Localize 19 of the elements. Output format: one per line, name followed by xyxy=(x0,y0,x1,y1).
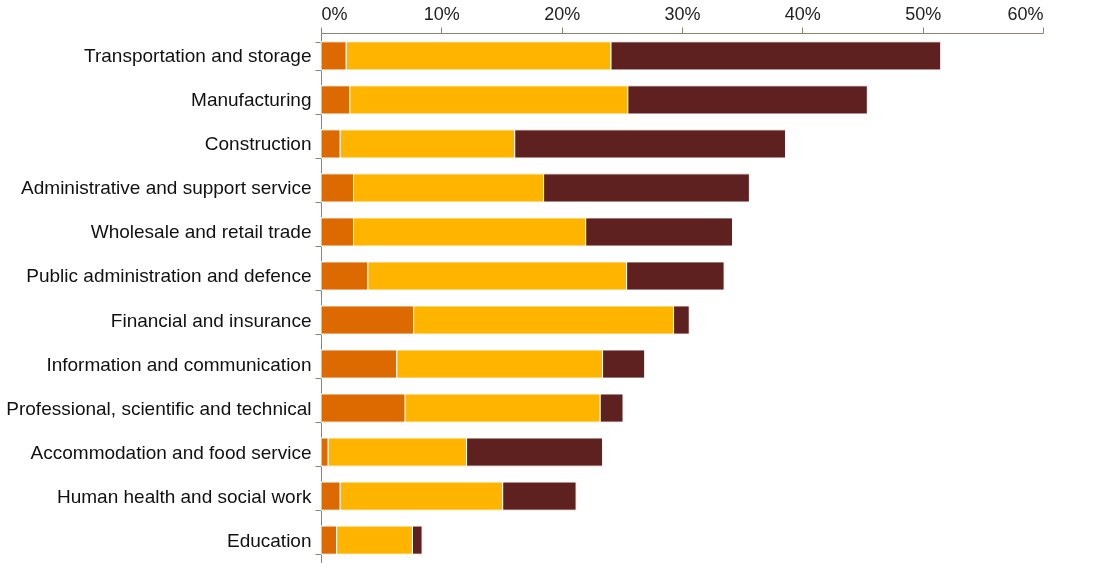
x-tick-label: 20% xyxy=(544,3,581,24)
y-tick-label: Wholesale and retail trade xyxy=(90,221,312,243)
x-tick-label: 60% xyxy=(1007,3,1044,24)
y-tick-label: Transportation and storage xyxy=(84,45,312,67)
x-tick-label: 10% xyxy=(423,3,460,24)
y-tick-label: Accommodation and food service xyxy=(30,441,312,463)
x-tick-label: 40% xyxy=(784,3,821,24)
x-tick-label: 0% xyxy=(321,3,348,24)
y-tick-label: Professional, scientific and technical xyxy=(6,397,312,419)
y-tick-label: Education xyxy=(226,529,312,551)
y-tick-label: Construction xyxy=(204,133,312,155)
y-tick-label: Financial and insurance xyxy=(110,309,312,331)
y-tick-label: Information and communication xyxy=(46,353,312,375)
y-tick-label: Manufacturing xyxy=(191,89,312,111)
x-tick-label: 30% xyxy=(664,3,701,24)
y-tick-label: Administrative and support service xyxy=(21,177,312,199)
y-tick-label: Public administration and defence xyxy=(26,265,312,287)
y-tick-label: Human health and social work xyxy=(56,485,312,507)
x-tick-label: 50% xyxy=(905,3,942,24)
